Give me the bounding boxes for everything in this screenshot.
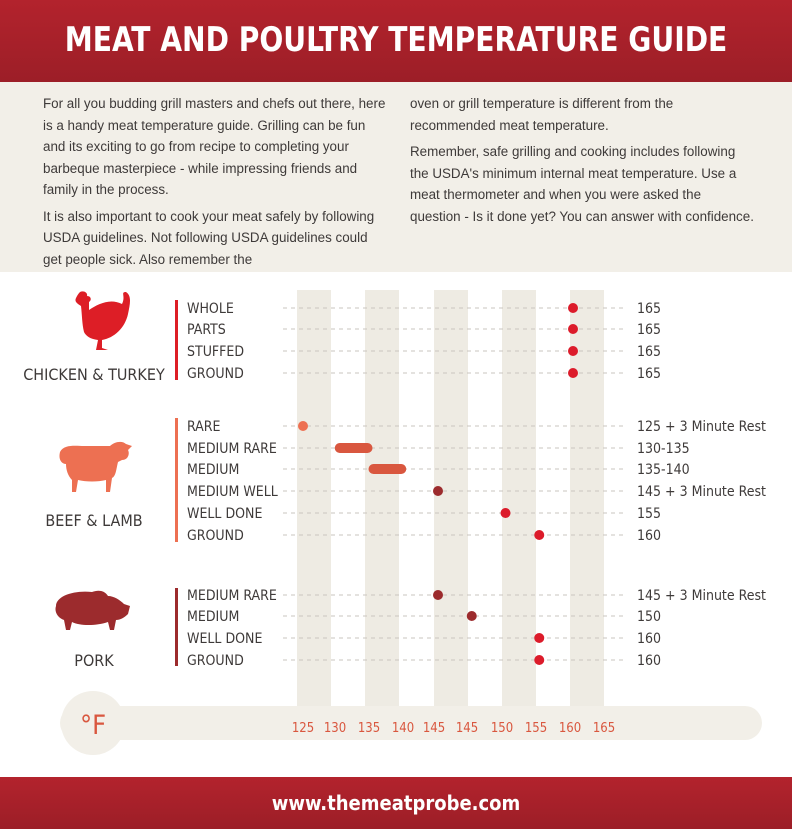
data-point — [433, 486, 443, 496]
temperature-chart: °F 125 130 135 140 145 145 150 155 160 165 CHICKE… — [0, 272, 792, 777]
unit-label: °F — [80, 710, 106, 741]
pig-icon — [55, 590, 131, 630]
data-point — [298, 421, 308, 431]
row-label: MEDIUM WELL — [187, 484, 278, 500]
intro-paragraph: Remember, safe grilling and cooking incl… — [410, 144, 754, 224]
cow-icon — [59, 441, 132, 492]
row-label: RARE — [187, 419, 221, 435]
group-accent-bar — [175, 300, 178, 380]
data-point — [568, 368, 578, 378]
group-name: PORK — [74, 651, 114, 670]
x-tick-label: 155 — [525, 721, 547, 736]
intro-paragraph: oven or grill temperature is different f… — [410, 96, 674, 133]
chart-column-band — [297, 290, 331, 706]
data-point — [568, 324, 578, 334]
x-tick-label: 125 — [292, 721, 314, 736]
x-tick-label: 135 — [358, 721, 380, 736]
group-name: CHICKEN & TURKEY — [23, 365, 165, 384]
x-tick-label: 165 — [593, 721, 615, 736]
data-point — [534, 633, 545, 643]
range-bar — [368, 464, 407, 474]
row-value: 125 + 3 Minute Rest — [637, 419, 766, 435]
header-banner: MEAT AND POULTRY TEMPERATURE GUIDE — [0, 0, 792, 82]
footer-banner: www.themeatprobe.com — [0, 777, 792, 829]
row-label: MEDIUM RARE — [187, 588, 277, 604]
chart-column-band — [434, 290, 468, 706]
row-value: 160 — [637, 528, 661, 544]
x-tick-label: 140 — [392, 721, 414, 736]
page-title: MEAT AND POULTRY TEMPERATURE GUIDE — [64, 20, 728, 60]
chart-column-band — [502, 290, 536, 706]
row-label: GROUND — [187, 653, 244, 669]
data-point — [466, 611, 477, 621]
row-label: GROUND — [187, 366, 244, 382]
thermometer-bulb — [61, 691, 125, 755]
chart-groups: CHICKEN & TURKEY WHOLE 165 PARTS 165 STUFFED 1… — [23, 291, 766, 670]
intro-section: For all you budding grill masters and ch… — [0, 82, 792, 272]
row-value: 150 — [637, 609, 661, 625]
row-label: MEDIUM RARE — [187, 441, 277, 457]
row-value: 160 — [637, 653, 661, 669]
row-value: 165 — [637, 344, 661, 360]
data-point — [534, 655, 545, 665]
x-tick-label: 145 — [423, 721, 445, 736]
group-name: BEEF & LAMB — [45, 511, 142, 530]
chart-column-bands — [297, 290, 604, 706]
row-value: 155 — [637, 506, 661, 522]
chart-column-band — [365, 290, 399, 706]
data-point — [433, 590, 443, 600]
data-point — [568, 303, 578, 313]
group-accent-bar — [175, 588, 178, 666]
row-label: MEDIUM — [187, 462, 239, 478]
row-label: WHOLE — [187, 301, 234, 317]
row-value: 145 + 3 Minute Rest — [637, 484, 766, 500]
x-tick-label: 145 — [456, 721, 478, 736]
row-label: PARTS — [187, 322, 226, 338]
intro-right-column: oven or grill temperature is different f… — [410, 93, 755, 232]
row-value: 130-135 — [637, 441, 690, 457]
chicken-icon — [75, 291, 130, 350]
row-label: STUFFED — [187, 344, 244, 360]
chart-canvas: °F 125 130 135 140 145 145 150 155 160 165 CHICKE… — [23, 290, 766, 755]
row-label: WELL DONE — [187, 506, 262, 522]
intro-paragraph: For all you budding grill masters and ch… — [43, 96, 386, 197]
x-tick-label: 160 — [559, 721, 581, 736]
intro-paragraph: It is also important to cook your meat s… — [43, 208, 375, 267]
row-value: 165 — [637, 301, 661, 317]
data-point — [500, 508, 511, 518]
group-accent-bar — [175, 418, 178, 542]
footer-url[interactable]: www.themeatprobe.com — [271, 791, 521, 815]
row-label: GROUND — [187, 528, 244, 544]
row-label: WELL DONE — [187, 631, 262, 647]
data-point — [568, 346, 578, 356]
x-tick-label: 130 — [324, 721, 346, 736]
row-value: 165 — [637, 366, 661, 382]
row-value: 145 + 3 Minute Rest — [637, 588, 766, 604]
intro-left-column: For all you budding grill masters and ch… — [43, 93, 388, 275]
row-label: MEDIUM — [187, 609, 239, 625]
row-value: 135-140 — [637, 462, 690, 478]
x-tick-label: 150 — [491, 721, 513, 736]
thermometer-bar — [60, 706, 762, 740]
row-value: 160 — [637, 631, 661, 647]
chart-column-band — [570, 290, 604, 706]
data-point — [534, 530, 545, 540]
x-axis-ticks: 125 130 135 140 145 145 150 155 160 165 — [292, 721, 615, 736]
row-value: 165 — [637, 322, 661, 338]
range-bar — [334, 443, 373, 453]
